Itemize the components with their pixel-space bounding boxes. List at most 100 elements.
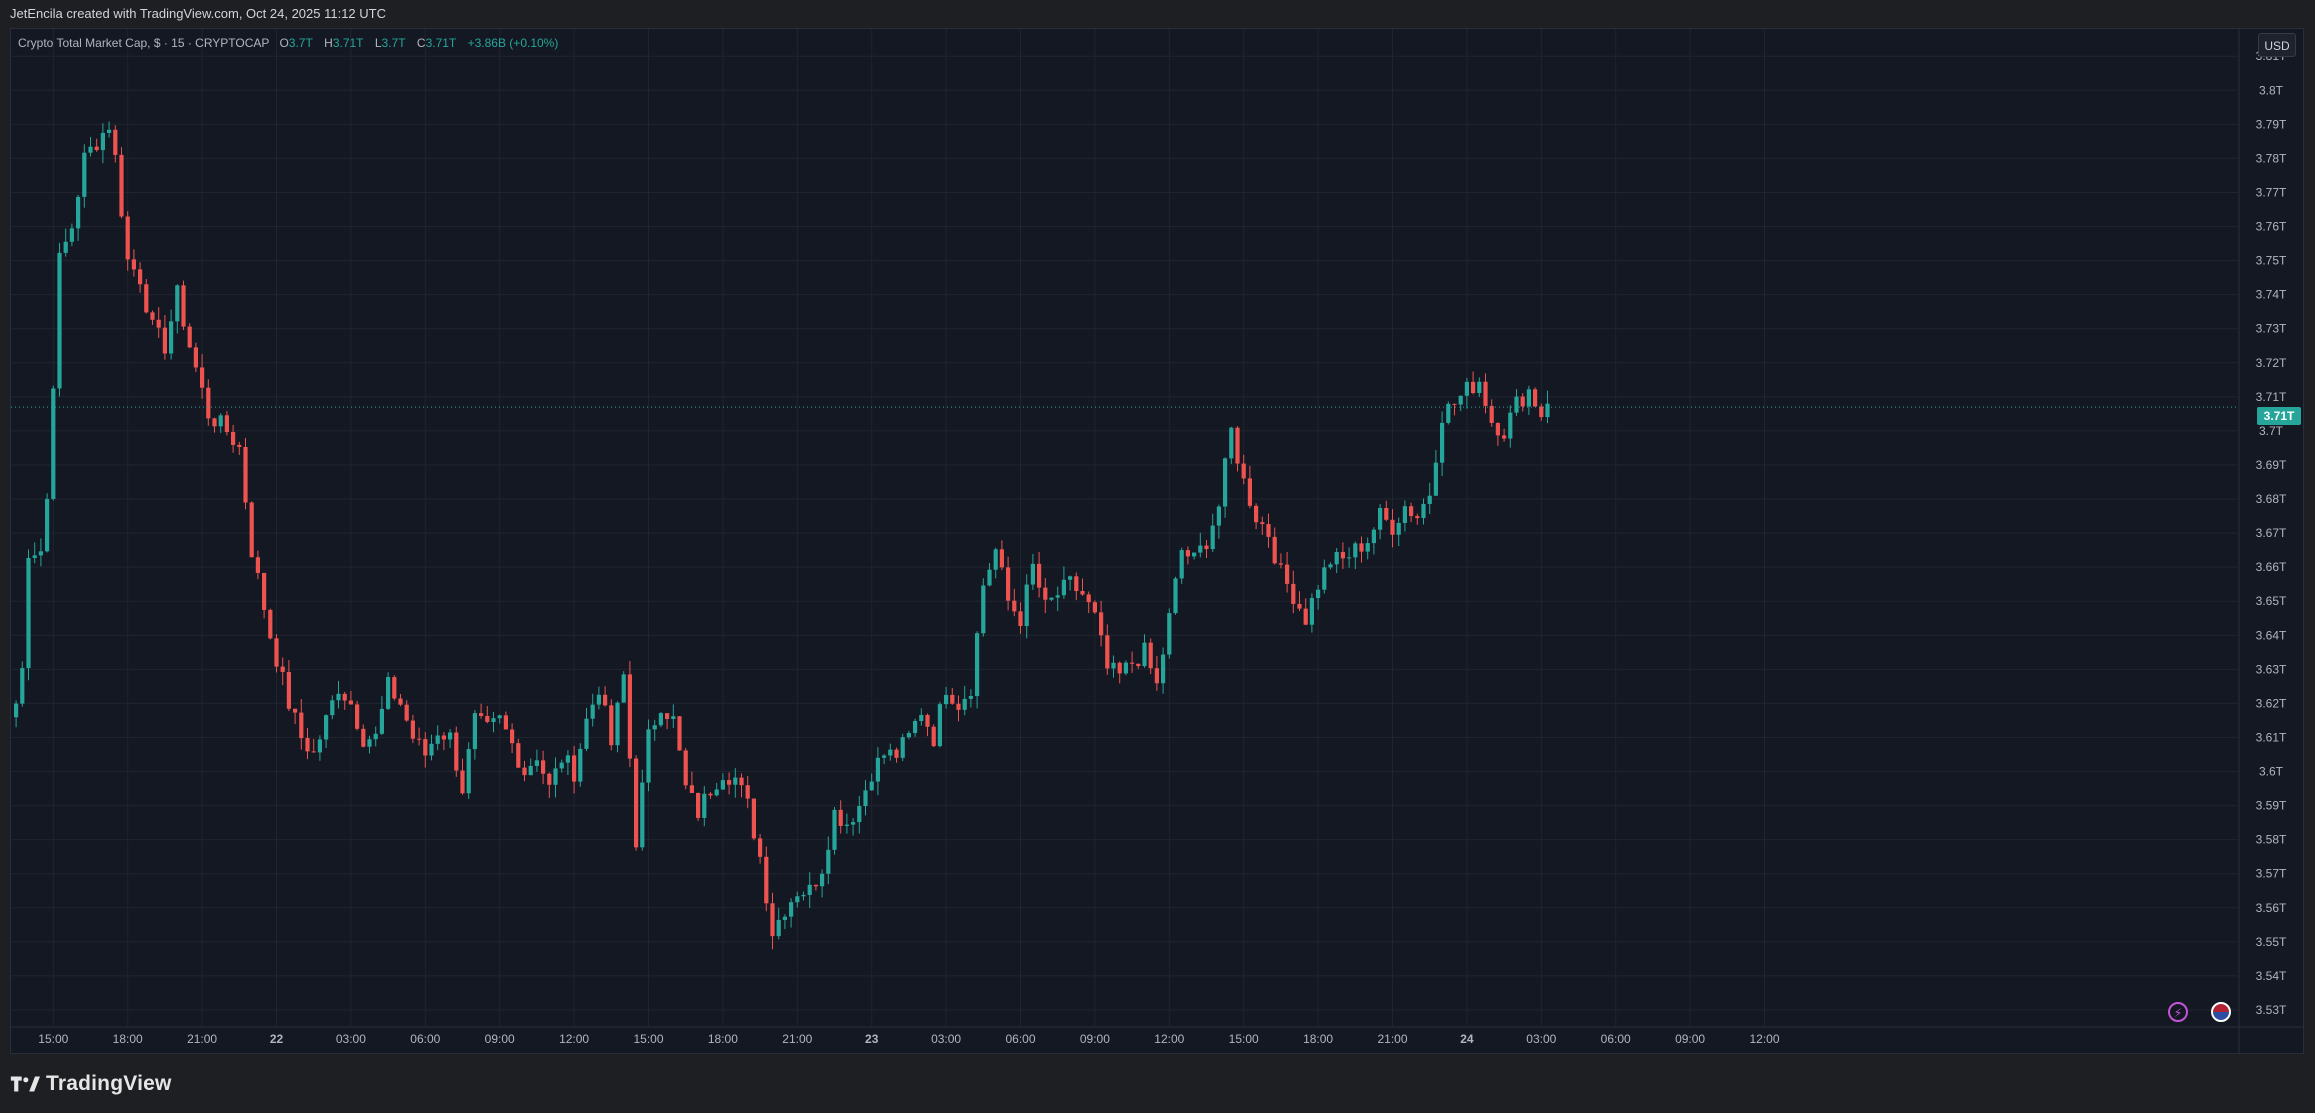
candle-body	[547, 773, 552, 785]
candle-body	[243, 446, 248, 503]
candle-body	[764, 856, 769, 904]
legend-low-value: 3.7T	[381, 36, 406, 50]
candle-body	[193, 347, 198, 368]
candle-body	[224, 415, 229, 433]
candle-body	[1024, 584, 1029, 627]
y-tick-label: 3.65T	[2256, 594, 2287, 608]
candle-body	[1316, 589, 1321, 599]
candle-body	[1235, 427, 1240, 464]
candle-body	[423, 739, 428, 756]
candle-body	[491, 718, 496, 722]
candle-body	[516, 743, 521, 768]
candle-body	[857, 806, 862, 823]
legend-high-label: H	[324, 36, 333, 50]
candle-body	[1229, 427, 1234, 459]
flash-icon[interactable]: ⚡	[2168, 1002, 2188, 1022]
x-tick-label: 15:00	[1229, 1032, 1259, 1046]
candle-body	[497, 715, 502, 719]
candle-body	[1061, 579, 1066, 596]
candle-body	[981, 585, 986, 634]
candle-body	[782, 916, 787, 920]
candle-body	[968, 696, 973, 699]
candle-body	[851, 822, 856, 825]
candle-body	[696, 792, 701, 818]
candle-body	[1402, 506, 1407, 523]
candle-body	[1471, 381, 1476, 394]
y-tick-label: 3.76T	[2256, 220, 2287, 234]
y-tick-label: 3.57T	[2256, 867, 2287, 881]
candle-body	[1458, 395, 1463, 405]
candle-body	[1210, 525, 1215, 550]
candle-body	[311, 751, 316, 753]
candle-body	[677, 716, 682, 751]
candle-body	[262, 572, 267, 610]
chart-panel[interactable]: 3.53T 3.54T 3.55T 3.56T 3.57T 3.58T 3.59T 3.6T 3…	[10, 28, 2304, 1054]
currency-button[interactable]: USD	[2258, 33, 2296, 57]
x-tick-label: 09:00	[1080, 1032, 1110, 1046]
candle-body	[1179, 550, 1184, 579]
candle-body	[417, 738, 422, 740]
candle-body	[249, 502, 254, 558]
x-tick-label: 03:00	[1526, 1032, 1556, 1046]
candle-body	[156, 319, 161, 328]
candle-body	[1154, 668, 1159, 684]
x-tick-label: 12:00	[1154, 1032, 1184, 1046]
candle-body	[162, 327, 167, 354]
candle-body	[14, 703, 19, 718]
x-tick-label: 03:00	[336, 1032, 366, 1046]
candle-body	[1037, 563, 1042, 588]
candle-body	[1130, 662, 1135, 664]
y-tick-label: 3.71T	[2256, 390, 2287, 404]
candle-body	[541, 760, 546, 774]
y-tick-label: 3.61T	[2256, 730, 2287, 744]
candle-body	[671, 716, 676, 719]
candle-body	[993, 549, 998, 570]
legend-change: +3.86B (+0.10%)	[467, 36, 559, 50]
x-tick-label: 15:00	[633, 1032, 663, 1046]
y-tick-label: 3.54T	[2256, 969, 2287, 983]
candle-body	[1142, 642, 1147, 667]
flag-icon[interactable]	[2211, 1002, 2231, 1022]
candle-body	[534, 760, 539, 766]
candle-body	[714, 789, 719, 796]
candle-body	[640, 782, 645, 848]
candle-body	[1421, 503, 1426, 519]
candle-body	[26, 557, 31, 669]
candle-body	[826, 849, 831, 874]
candle-body	[627, 674, 632, 759]
candle-body	[1285, 564, 1290, 584]
candle-body	[1092, 602, 1097, 613]
candle-body	[913, 721, 918, 734]
y-tick-label: 3.58T	[2256, 833, 2287, 847]
candle-body	[355, 704, 360, 729]
candle-body	[317, 739, 322, 753]
candle-body	[658, 713, 663, 726]
candle-body	[1384, 508, 1389, 520]
x-tick-label: 18:00	[113, 1032, 143, 1046]
x-tick-label: 06:00	[1005, 1032, 1035, 1046]
y-tick-label: 3.77T	[2256, 185, 2287, 199]
candle-body	[652, 725, 657, 730]
candlestick-chart[interactable]: 3.53T 3.54T 3.55T 3.56T 3.57T 3.58T 3.59T 3.6T 3…	[11, 29, 2303, 1053]
candle-body	[789, 902, 794, 917]
candle-body	[944, 694, 949, 705]
candle-body	[1322, 567, 1327, 590]
candle-body	[1074, 576, 1079, 592]
candle-body	[361, 728, 366, 747]
tradingview-logo[interactable]: TradingView	[10, 1070, 172, 1098]
candle-body	[1440, 422, 1445, 463]
candle-body	[919, 714, 924, 722]
candle-body	[1117, 662, 1122, 674]
candle-body	[1086, 594, 1091, 603]
candle-body	[1030, 563, 1035, 585]
candle-body	[1080, 591, 1085, 595]
legend-symbol: Crypto Total Market Cap, $ · 15 · CRYPTO…	[18, 36, 270, 50]
candle-body	[63, 241, 68, 253]
candle-body	[218, 415, 223, 427]
candle-body	[1514, 396, 1519, 413]
y-tick-label: 3.72T	[2256, 356, 2287, 370]
candle-body	[999, 549, 1004, 568]
y-tick-label: 3.66T	[2256, 560, 2287, 574]
candle-body	[1254, 505, 1259, 523]
y-tick-label: 3.68T	[2256, 492, 2287, 506]
